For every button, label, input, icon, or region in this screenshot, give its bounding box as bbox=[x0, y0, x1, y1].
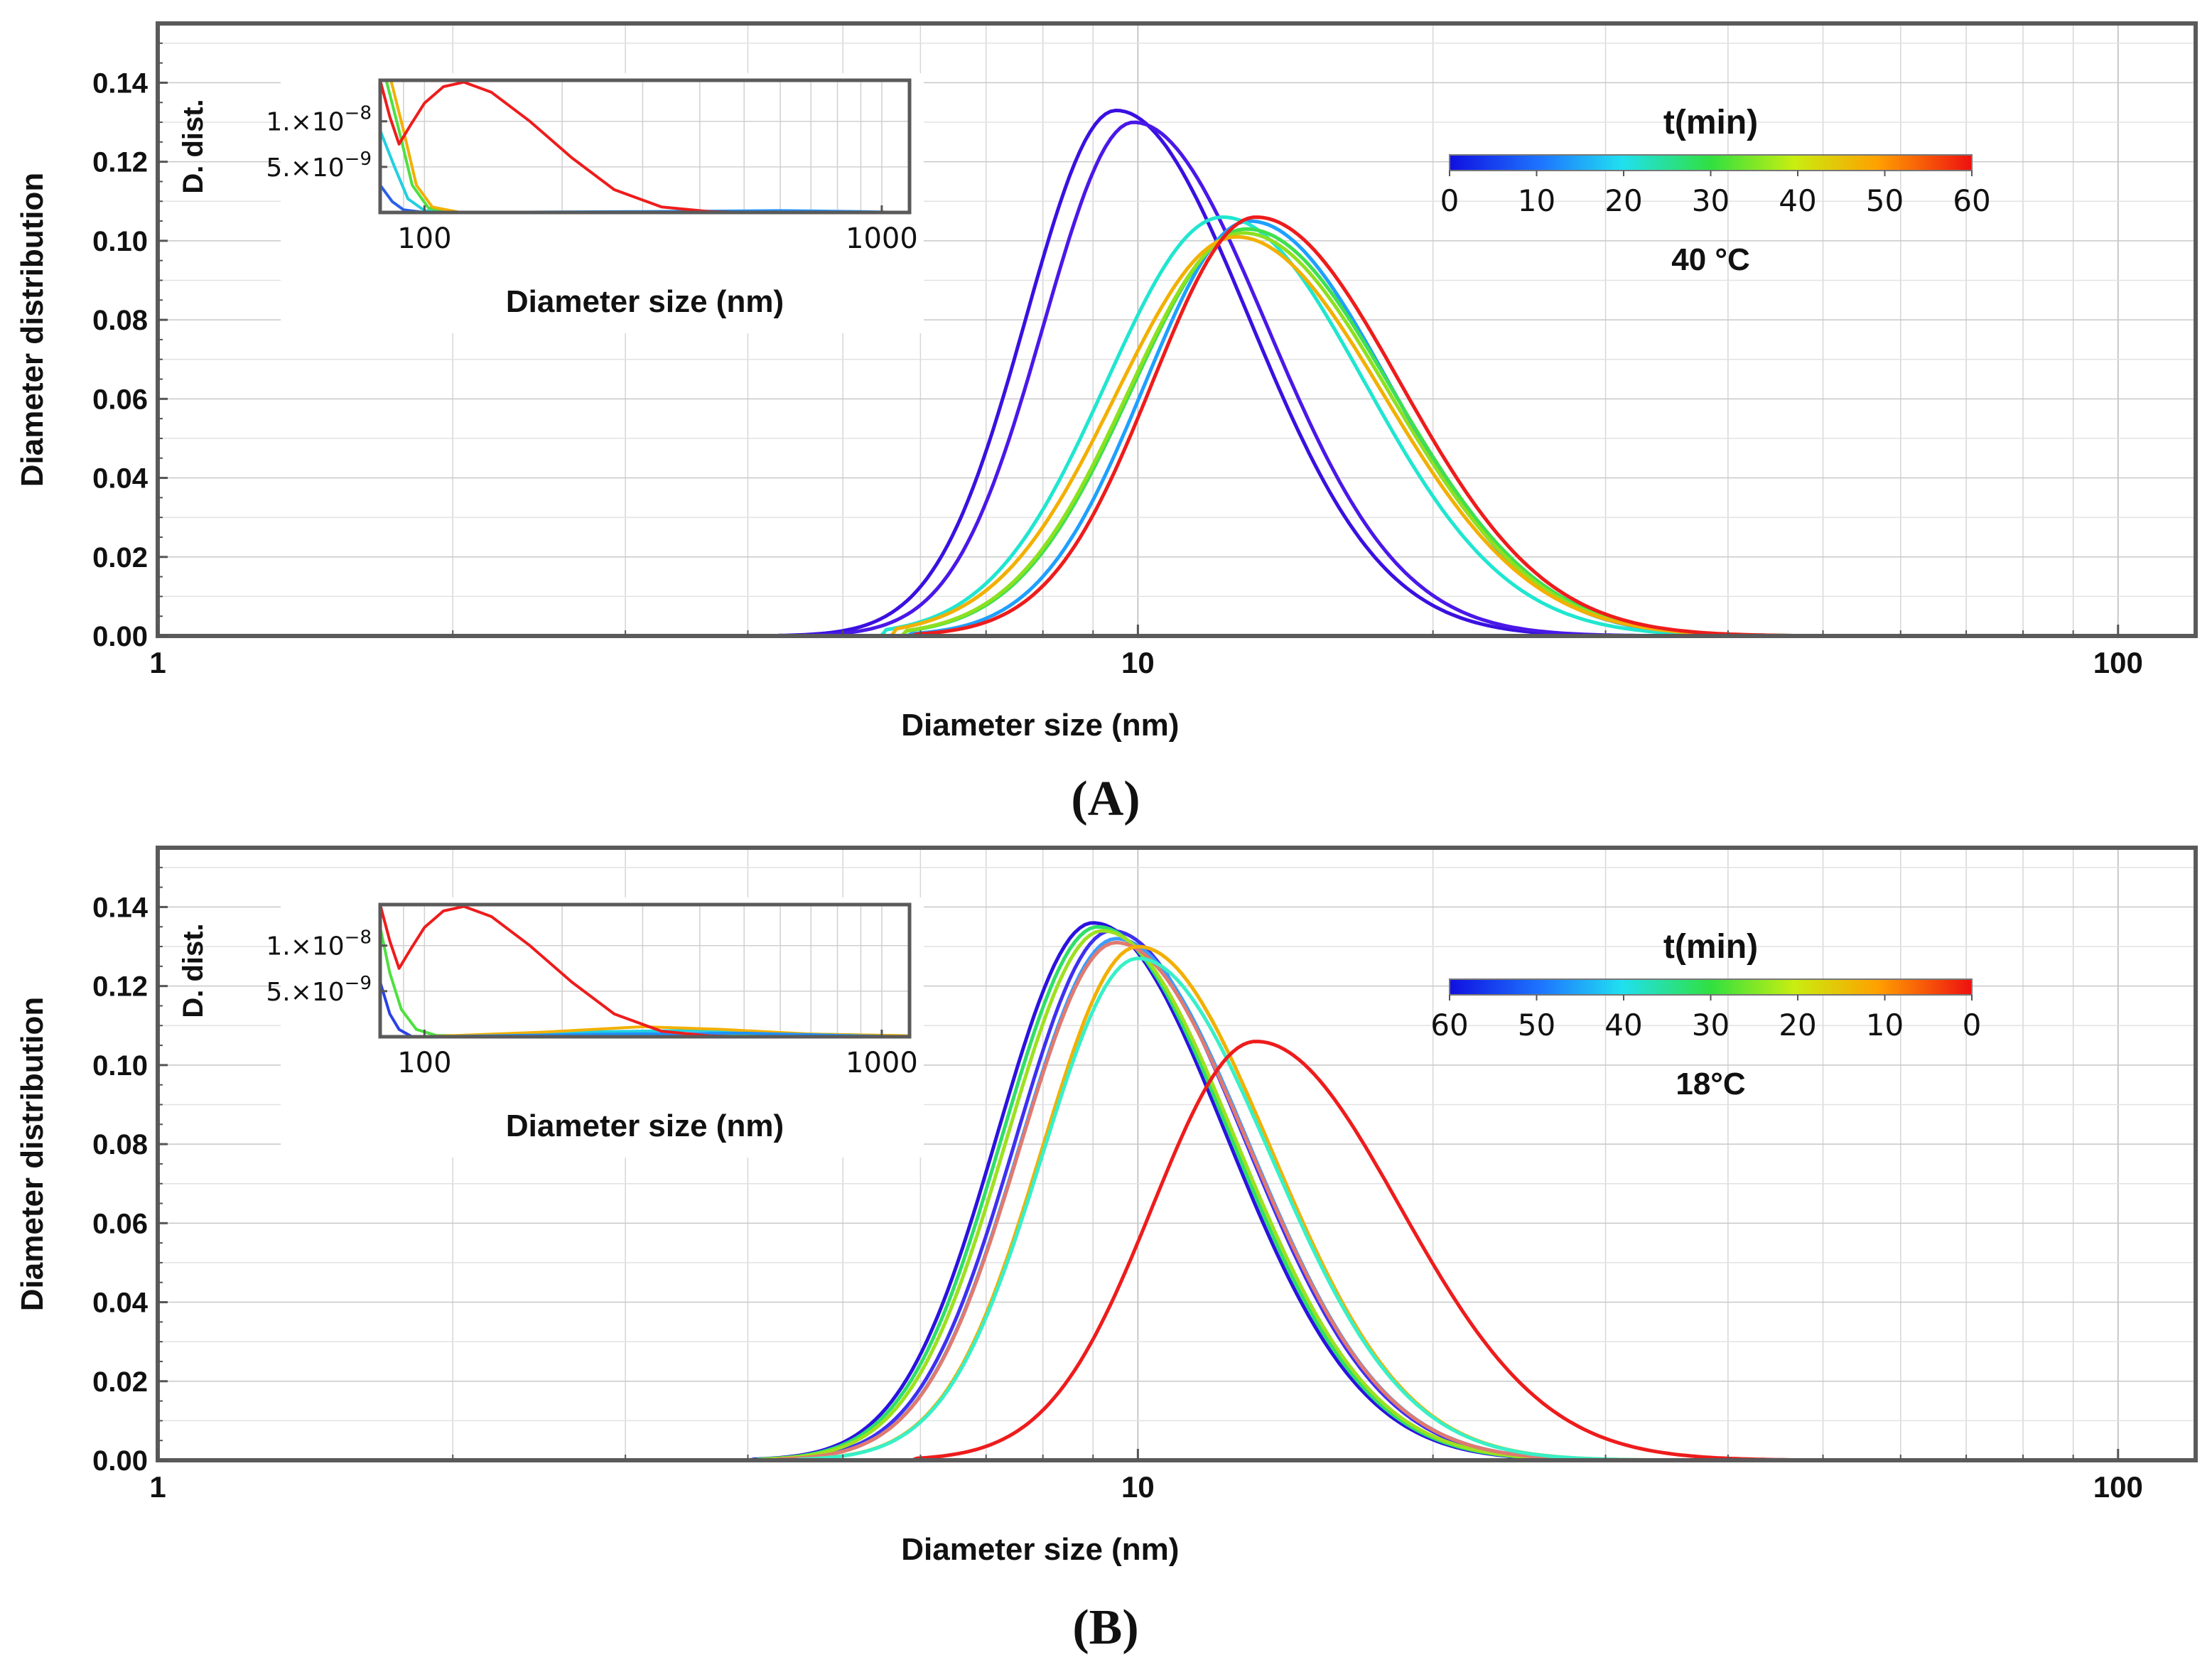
inset-y-tick-exponent: −8 bbox=[345, 927, 372, 949]
inset: 100 1000 1.×10−8 5.×10−9 Diameter size (nm) D… bbox=[178, 897, 924, 1158]
colorbar-tick-label: 10 bbox=[1518, 183, 1555, 218]
inset-y-axis-title: D. dist. bbox=[178, 99, 209, 193]
x-axis-title: Diameter size (nm) bbox=[901, 708, 1179, 743]
y-tick-label: 0.08 bbox=[92, 305, 148, 336]
inset: 100 1000 1.×10−8 5.×10−9 Diameter size (nm) D… bbox=[178, 73, 924, 333]
inset-y-tick-exponent: −8 bbox=[345, 103, 372, 124]
y-tick-label: 0.10 bbox=[92, 1050, 148, 1082]
colorbar-tick-label: 40 bbox=[1779, 183, 1816, 218]
condition-label: 18°C bbox=[1676, 1067, 1745, 1101]
colorbar-tick-label: 50 bbox=[1518, 1008, 1555, 1042]
inset-x-tick-label: 100 bbox=[397, 1047, 451, 1079]
plot-frame bbox=[156, 21, 2198, 638]
y-ticks: 0.00 0.02 0.04 0.06 0.08 0.10 0.12 0.14 bbox=[92, 42, 168, 652]
inset-y-tick-label: 1.×10−8 bbox=[266, 103, 372, 137]
x-axis-title: Diameter size (nm) bbox=[901, 1532, 1179, 1567]
colorbar-tick-label: 60 bbox=[1953, 183, 1990, 218]
colorbar-tick-label: 20 bbox=[1779, 1008, 1816, 1042]
colorbar: t(min) 0 10 20 30 40 50 60 40 °C bbox=[1440, 104, 1991, 277]
inset-x-tick-label: 1000 bbox=[846, 222, 918, 255]
inset-grid bbox=[379, 905, 910, 1037]
y-tick-label: 0.04 bbox=[92, 1288, 149, 1319]
panel-B: 0.000.020.040.060.080.100.120.141 10 100Di… bbox=[15, 846, 2198, 1655]
y-tick-label: 0.02 bbox=[92, 1366, 148, 1398]
x-ticks: 1 10 100 bbox=[149, 1449, 2143, 1504]
colorbar-tick-label: 0 bbox=[1963, 1008, 1982, 1042]
inset-x-axis-title: Diameter size (nm) bbox=[506, 1109, 784, 1143]
y-tick-label: 0.12 bbox=[92, 147, 148, 178]
inset-y-tick-mantissa: 1.×10 bbox=[266, 108, 344, 137]
x-tick-label: 10 bbox=[1121, 646, 1155, 679]
inset-series-line-2 bbox=[380, 129, 910, 212]
y-tick-label: 0.02 bbox=[92, 542, 148, 573]
inset-series-line-1 bbox=[380, 981, 910, 1037]
inset-series-line-4 bbox=[389, 80, 910, 212]
inset-y-tick-label: 5.×10−9 bbox=[266, 973, 372, 1007]
inset-frame bbox=[378, 78, 912, 215]
y-ticks: 0.00 0.02 0.04 0.06 0.08 0.10 0.12 0.14 bbox=[92, 866, 168, 1477]
y-tick-label: 0.06 bbox=[92, 1208, 148, 1239]
inset-y-tick-label: 5.×10−9 bbox=[266, 149, 372, 183]
colorbar: t(min) 60 50 40 30 20 10 0 18°C bbox=[1430, 928, 1981, 1101]
inset-y-tick-mantissa: 5.×10 bbox=[266, 978, 344, 1007]
inset-y-tick-mantissa: 5.×10 bbox=[266, 153, 344, 183]
panel-A: 0.000.020.040.060.080.100.120.141 10 100Di… bbox=[15, 21, 2198, 826]
panel-label: (A) bbox=[1071, 772, 1140, 826]
colorbar-tick-label: 0 bbox=[1440, 183, 1460, 218]
colorbar-tick-label: 20 bbox=[1604, 183, 1642, 218]
panel-label: (B) bbox=[1072, 1600, 1138, 1655]
colorbar-tick-label: 50 bbox=[1866, 183, 1904, 218]
y-tick-label: 0.04 bbox=[92, 463, 149, 495]
y-tick-label: 0.14 bbox=[92, 68, 149, 99]
condition-label: 40 °C bbox=[1671, 242, 1750, 277]
y-tick-label: 0.00 bbox=[92, 1445, 148, 1477]
x-tick-label: 1 bbox=[149, 646, 166, 679]
y-tick-label: 0.12 bbox=[92, 971, 148, 1003]
y-tick-label: 0.06 bbox=[92, 384, 148, 415]
y-tick-label: 0.08 bbox=[92, 1129, 148, 1160]
colorbar-tick-label: 30 bbox=[1692, 1008, 1730, 1042]
colorbar-title: t(min) bbox=[1663, 104, 1758, 141]
inset-series-line-6 bbox=[380, 905, 910, 1037]
y-tick-label: 0.14 bbox=[92, 892, 149, 923]
colorbar-tick-label: 30 bbox=[1692, 183, 1730, 218]
colorbar-title: t(min) bbox=[1663, 928, 1758, 966]
x-tick-label: 1 bbox=[149, 1470, 166, 1504]
colorbar-bar bbox=[1449, 978, 1973, 996]
y-axis-title: Diameter distribution bbox=[15, 173, 50, 487]
inset-series-line-1 bbox=[380, 184, 910, 212]
colorbar-tick-label: 10 bbox=[1866, 1008, 1904, 1042]
inset-y-tick-exponent: −9 bbox=[345, 973, 372, 994]
colorbar-tick-label: 60 bbox=[1430, 1008, 1468, 1042]
inset-plot-area bbox=[380, 905, 910, 1037]
x-tick-label: 100 bbox=[2093, 1470, 2143, 1504]
x-tick-label: 100 bbox=[2093, 646, 2143, 679]
inset-series-line-6 bbox=[380, 80, 910, 212]
colorbar-tick-label: 40 bbox=[1604, 1008, 1642, 1042]
x-ticks: 1 10 100 bbox=[149, 625, 2143, 679]
inset-frame bbox=[378, 902, 912, 1039]
colorbar-bar bbox=[1449, 154, 1973, 171]
inset-y-tick-label: 1.×10−8 bbox=[266, 927, 372, 961]
y-tick-label: 0.10 bbox=[92, 226, 148, 257]
inset-y-axis-title: D. dist. bbox=[178, 923, 209, 1018]
inset-series-line-3 bbox=[384, 80, 910, 212]
y-tick-label: 0.00 bbox=[92, 621, 148, 652]
inset-x-tick-label: 1000 bbox=[846, 1047, 918, 1079]
plot-frame bbox=[156, 846, 2198, 1462]
y-axis-title: Diameter distribution bbox=[15, 997, 50, 1312]
inset-y-tick-exponent: −9 bbox=[345, 149, 372, 170]
x-tick-label: 10 bbox=[1121, 1470, 1155, 1504]
inset-series-group bbox=[380, 80, 910, 212]
inset-x-tick-label: 100 bbox=[397, 222, 451, 255]
inset-plot-area bbox=[380, 80, 910, 212]
inset-x-axis-title: Diameter size (nm) bbox=[506, 284, 784, 319]
inset-y-tick-mantissa: 1.×10 bbox=[266, 932, 344, 961]
